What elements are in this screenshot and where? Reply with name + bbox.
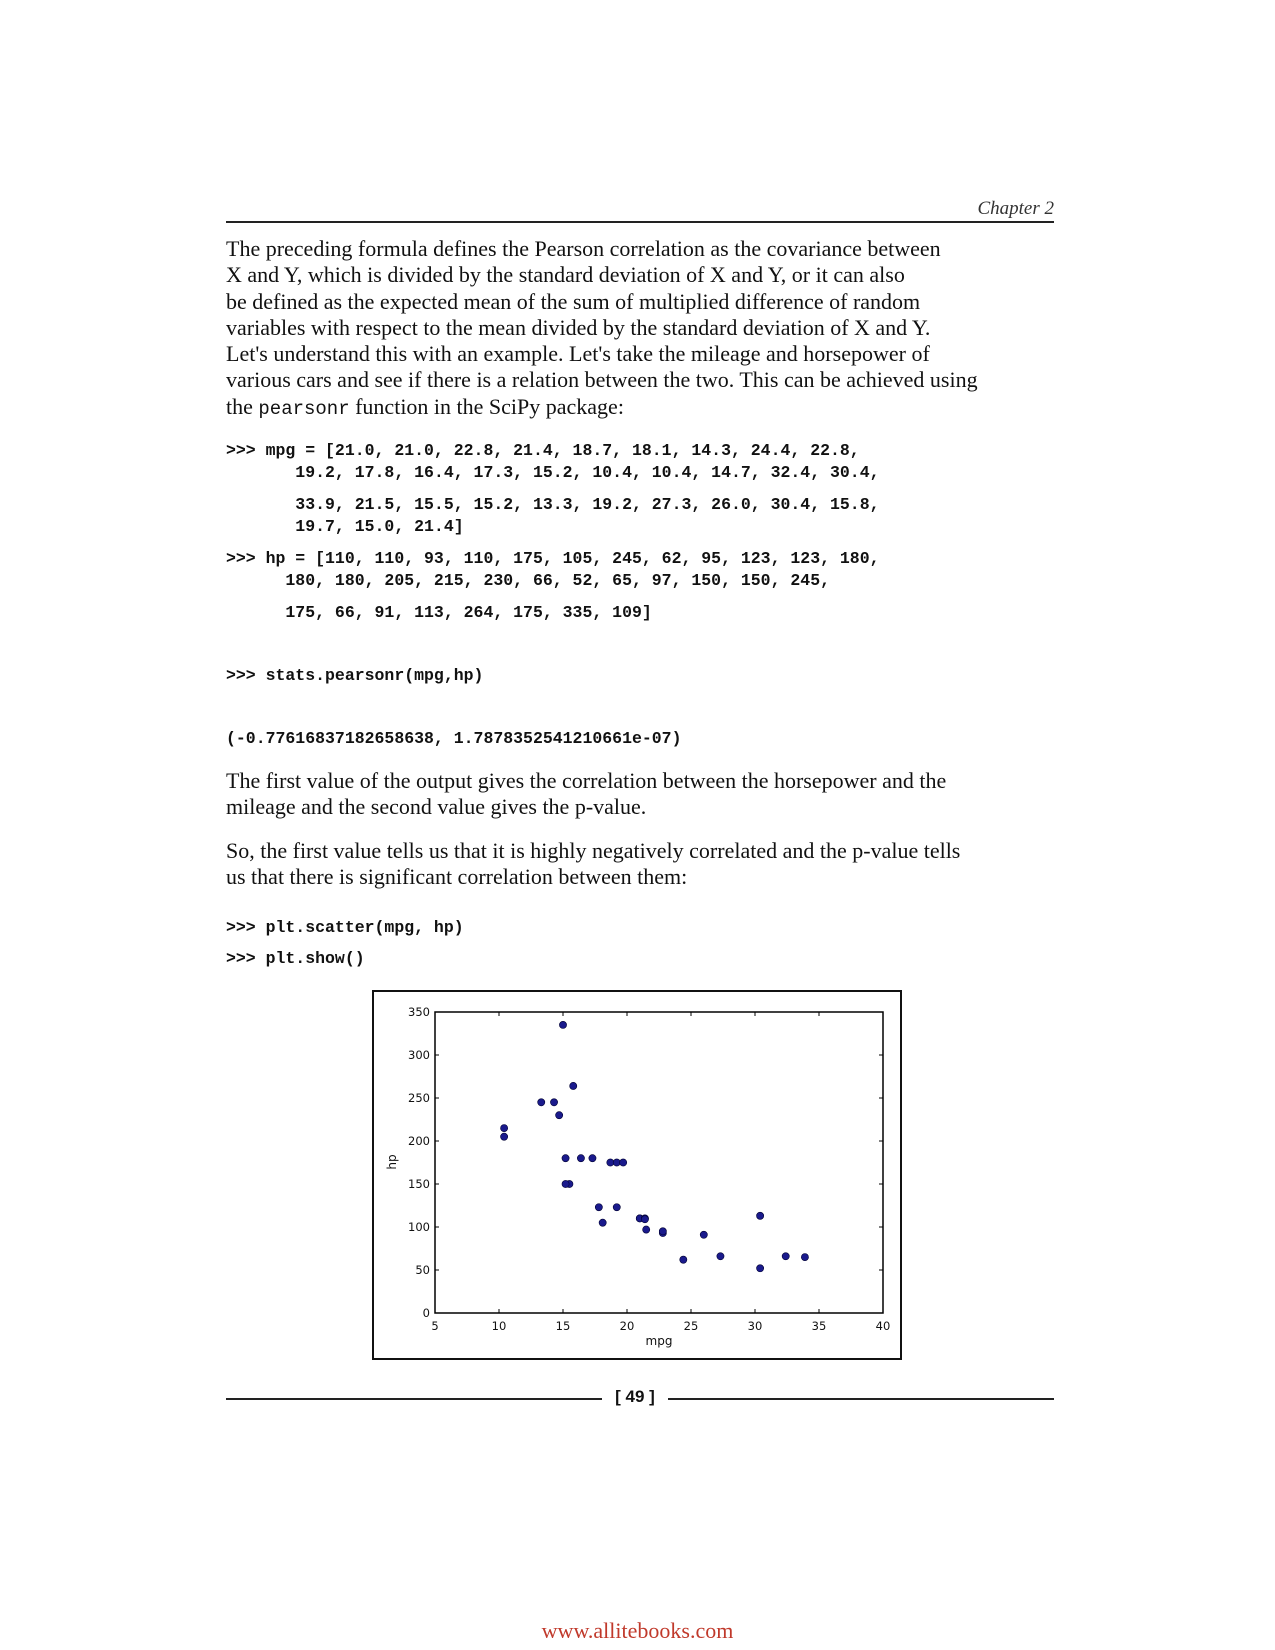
y-tick-label: 50 [415, 1263, 430, 1277]
code-line: >>> plt.scatter(mpg, hp) [226, 918, 464, 937]
para3-line: So, the first value tells us that it is … [226, 838, 961, 863]
scatter-point [781, 1252, 790, 1261]
scatter-point [612, 1203, 621, 1212]
scatter-point [588, 1154, 597, 1163]
paragraph-3: So, the first value tells us that it is … [226, 838, 1056, 891]
scatter-point [561, 1180, 570, 1188]
x-tick-label: 20 [620, 1319, 635, 1333]
scatter-point [594, 1203, 603, 1212]
x-tick-label: 10 [492, 1319, 507, 1333]
scatter-point [559, 1021, 567, 1029]
scatter-point [658, 1227, 667, 1236]
scatter-point [537, 1098, 546, 1107]
intro-text: the [226, 393, 259, 419]
scatter-point [699, 1230, 708, 1239]
scatter-point [598, 1218, 607, 1227]
scatter-point [500, 1124, 509, 1132]
scatter-point [756, 1211, 765, 1220]
scatter-point [641, 1215, 649, 1224]
scatter-point [801, 1253, 809, 1261]
y-tick-label: 350 [408, 1005, 430, 1019]
intro-line: variables with respect to the mean divid… [226, 314, 931, 340]
intro-paragraph: The preceding formula defines the Pearso… [226, 236, 1056, 422]
x-tick-label: 25 [684, 1319, 699, 1333]
scatter-point [619, 1158, 628, 1167]
scatter-point [569, 1082, 578, 1090]
x-tick-label: 40 [876, 1319, 891, 1333]
intro-line: Let's understand this with an example. L… [226, 341, 930, 367]
code-line: 19.2, 17.8, 16.4, 17.3, 15.2, 10.4, 10.4… [226, 463, 880, 482]
scatter-point [577, 1154, 585, 1163]
code-line: 180, 180, 205, 215, 230, 66, 52, 65, 97,… [226, 571, 830, 590]
plot-area [434, 1011, 884, 1314]
code-block-mpg: >>> mpg = [21.0, 21.0, 22.8, 21.4, 18.7,… [226, 440, 880, 484]
y-axis-label: hp [385, 1154, 399, 1169]
intro-text: function in the SciPy package: [349, 393, 624, 419]
code-line: 175, 66, 91, 113, 264, 175, 335, 109] [226, 603, 652, 622]
intro-line: The preceding formula defines the Pearso… [226, 236, 941, 261]
y-tick-label: 250 [408, 1091, 430, 1105]
code-output: (-0.77616837182658638, 1.787835254121066… [226, 729, 682, 748]
y-tick-label: 0 [423, 1306, 430, 1320]
x-tick-label: 35 [812, 1319, 827, 1333]
chapter-label: Chapter 2 [977, 198, 1054, 219]
paragraph-2: The first value of the output gives the … [226, 768, 1056, 821]
code-line: 19.7, 15.0, 21.4] [226, 517, 464, 536]
intro-line: X and Y, which is divided by the standar… [226, 262, 905, 288]
scatter-figure: 5 10 15 20 25 30 35 40 0 50 100 150 200 250 300 350 mpg… [372, 990, 902, 1360]
watermark-link[interactable]: www.allitebooks.com [541, 1618, 734, 1643]
intro-line-last: the pearsonr function in the SciPy packa… [226, 394, 1056, 422]
scatter-point [555, 1111, 564, 1120]
x-tick-label: 30 [748, 1319, 763, 1333]
para3-line: us that there is significant correlation… [226, 864, 688, 890]
code-block-hp: >>> hp = [110, 110, 93, 110, 175, 105, 2… [226, 548, 880, 592]
intro-line: be defined as the expected mean of the s… [226, 288, 921, 314]
code-line: >>> mpg = [21.0, 21.0, 22.8, 21.4, 18.7,… [226, 441, 860, 460]
y-tick-label: 300 [408, 1048, 430, 1062]
header-rule [226, 221, 1054, 223]
footer-rule [668, 1398, 1054, 1400]
x-tick-label: 15 [556, 1319, 571, 1333]
x-tick-label: 5 [431, 1319, 438, 1333]
code-call: >>> stats.pearsonr(mpg,hp) [226, 666, 484, 685]
x-axis-label: mpg [646, 1334, 673, 1348]
code-line: >>> hp = [110, 110, 93, 110, 175, 105, 2… [226, 549, 880, 568]
function-name: pearsonr [258, 397, 350, 420]
scatter-point [716, 1252, 725, 1261]
code-block-plot: >>> plt.scatter(mpg, hp) >>> plt.show() [226, 912, 464, 974]
scatter-chart: 5 10 15 20 25 30 35 40 0 50 100 150 200 250 300 350 mpg… [385, 1005, 891, 1348]
scatter-point [561, 1154, 570, 1163]
code-line: 33.9, 21.5, 15.5, 15.2, 13.3, 19.2, 27.3… [226, 495, 880, 514]
intro-line: various cars and see if there is a relat… [226, 367, 978, 393]
y-tick-label: 200 [408, 1134, 430, 1148]
para2-line: mileage and the second value gives the p… [226, 794, 647, 820]
code-line: >>> plt.show() [226, 949, 365, 968]
page-number: [ 49 ] [615, 1387, 655, 1406]
y-tick-label: 150 [408, 1177, 430, 1191]
para2-line: The first value of the output gives the … [226, 768, 947, 793]
scatter-point [642, 1225, 651, 1234]
scatter-point [550, 1098, 558, 1107]
scatter-point [500, 1132, 509, 1141]
code-block-mpg-cont: 33.9, 21.5, 15.5, 15.2, 13.3, 19.2, 27.3… [226, 494, 880, 538]
footer-rule [226, 1398, 602, 1400]
scatter-point [756, 1264, 765, 1273]
code-block-hp-cont: 175, 66, 91, 113, 264, 175, 335, 109] [226, 602, 652, 624]
scatter-point [679, 1255, 688, 1264]
y-tick-label: 100 [408, 1220, 430, 1234]
